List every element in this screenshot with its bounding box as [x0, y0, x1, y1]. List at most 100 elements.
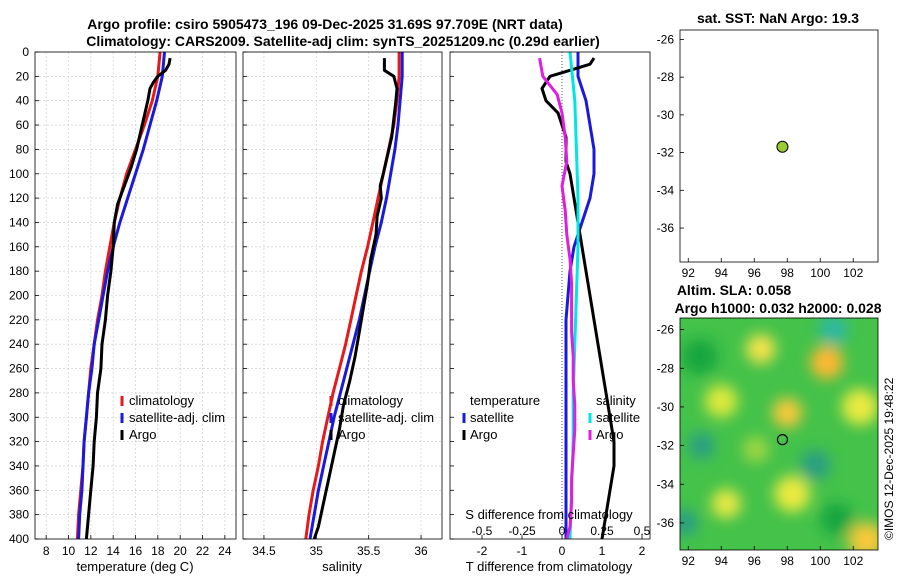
y-tick-label: 320	[9, 435, 29, 449]
map-x-tick-label: 92	[682, 266, 696, 280]
series-line-argo	[312, 58, 399, 539]
y-tick-label: 380	[9, 508, 29, 522]
temperature-legend: climatology satellite-adj. clim Argo	[120, 393, 225, 442]
map-y-tick-label: -34	[657, 183, 675, 197]
sla-feature	[820, 502, 854, 536]
sla-map-points	[776, 434, 789, 446]
salinity-ticks: 34.5 35 35.5 36	[243, 51, 428, 558]
sla-feature	[688, 432, 715, 459]
sla-feature	[704, 384, 738, 418]
difference-legend: temperature satellite Argo salinity sate…	[462, 393, 640, 442]
map-y-tick-label: -34	[657, 477, 675, 491]
sla-feature	[746, 334, 776, 364]
sst-map-points	[776, 140, 789, 153]
y-tick-label: 260	[9, 362, 29, 376]
x-tick-label: 34.5	[252, 544, 276, 558]
temperature-panel: 8 10 12 14 16 18 20 22 2402040608010012014016018…	[9, 45, 237, 574]
s-tick-label: 0	[559, 524, 566, 538]
map-y-tick-label: -28	[657, 361, 675, 375]
difference-top-xlabel: S difference from climatology	[465, 507, 633, 522]
x-tick-label: 1	[599, 544, 606, 558]
y-tick-label: 400	[9, 532, 29, 546]
map-x-tick-label: 102	[843, 554, 863, 568]
s-tick-label: 0.5	[634, 524, 651, 538]
sla-feature	[841, 388, 878, 426]
sla-map-panel: Altim. SLA: 0.058 Argo h1000: 0.032 h200…	[657, 282, 882, 568]
map-y-tick-label: -26	[657, 323, 675, 337]
map-x-tick-label: 100	[810, 266, 830, 280]
x-tick-label: 35.5	[357, 544, 381, 558]
figure-title-line2: Climatology: CARS2009. Satellite-adj cli…	[86, 33, 600, 49]
legend-label-temp-satellite: satellite	[470, 410, 514, 425]
x-tick-label: 36	[414, 544, 428, 558]
x-tick-label: -1	[517, 544, 528, 558]
x-tick-label: 22	[196, 544, 210, 558]
sla-heatmap-features	[680, 318, 878, 550]
map-y-tick-label: -26	[657, 32, 675, 46]
y-tick-label: 40	[16, 94, 30, 108]
salinity-xlabel: salinity	[322, 559, 362, 574]
y-tick-label: 180	[9, 264, 29, 278]
x-tick-label: 35	[310, 544, 324, 558]
sla-feature	[680, 509, 699, 537]
x-tick-label: 2	[639, 544, 646, 558]
legend-label-satellite: satellite-adj. clim	[338, 410, 434, 425]
map-x-tick-label: 102	[843, 266, 863, 280]
s-tick-label: -0.25	[508, 524, 536, 538]
map-y-tick-label: -32	[657, 146, 675, 160]
difference-ticks: -2 -1 0 1 2 -0.5 -0.25 0 0.25 0.5	[450, 51, 651, 558]
map-x-tick-label: 94	[715, 554, 729, 568]
map-y-tick-label: -36	[657, 516, 675, 530]
y-tick-label: 240	[9, 337, 29, 351]
sst-map-title: sat. SST: NaN Argo: 19.3	[697, 10, 859, 26]
y-tick-label: 20	[16, 69, 30, 83]
difference-series	[538, 52, 616, 539]
y-tick-label: 160	[9, 240, 29, 254]
series-line-temperature-argo	[540, 57, 616, 539]
y-tick-label: 0	[22, 45, 29, 59]
x-tick-label: 10	[62, 544, 76, 558]
sla-feature	[742, 436, 770, 463]
salinity-grid	[243, 51, 442, 540]
sst-map-panel: sat. SST: NaN Argo: 19.3 92 94 96 98 100 102 -…	[657, 10, 879, 280]
map-y-tick-label: -30	[657, 400, 675, 414]
argo-location-marker	[776, 140, 789, 153]
legend-label-temp-argo: Argo	[470, 427, 497, 442]
map-x-tick-label: 94	[715, 266, 729, 280]
salinity-legend: climatology satellite-adj. clim Argo	[329, 393, 434, 442]
legend-label-argo: Argo	[129, 427, 156, 442]
sla-map-title-line1: Altim. SLA: 0.058	[677, 282, 792, 298]
sst-map-ticks: 92 94 96 98 100 102 -26 -28 -30 -32 -34 -36	[657, 32, 864, 280]
sla-feature	[711, 488, 742, 519]
y-tick-label: 140	[9, 215, 29, 229]
map-x-tick-label: 96	[748, 266, 762, 280]
map-x-tick-label: 100	[810, 554, 830, 568]
legend-label-sal-satellite: satellite	[596, 410, 640, 425]
credit-text: ©IMOS 12-Dec-2025 19:48:22	[882, 377, 896, 540]
salinity-panel: 34.5 35 35.5 36 salinity climatology satell…	[242, 51, 443, 574]
legend-title-temperature: temperature	[470, 393, 540, 408]
map-y-tick-label: -32	[657, 439, 675, 453]
argo-location-marker	[776, 434, 789, 446]
y-tick-label: 360	[9, 483, 29, 497]
y-tick-label: 220	[9, 313, 29, 327]
legend-label-climatology: climatology	[129, 393, 195, 408]
sla-feature	[810, 345, 844, 379]
sla-map-ticks: 92 94 96 98 100 102 -26 -28 -30 -32 -34 -36	[657, 323, 864, 568]
legend-label-sal-argo: Argo	[596, 427, 623, 442]
y-tick-label: 280	[9, 386, 29, 400]
legend-label-satellite: satellite-adj. clim	[129, 410, 225, 425]
temperature-series	[75, 52, 172, 539]
x-tick-label: 8	[43, 544, 50, 558]
sla-feature	[818, 318, 849, 345]
map-y-tick-label: -36	[657, 221, 675, 235]
y-tick-label: 120	[9, 191, 29, 205]
map-x-tick-label: 98	[781, 554, 795, 568]
x-tick-label: 12	[84, 544, 98, 558]
y-tick-label: 100	[9, 167, 29, 181]
s-tick-label: 0.25	[590, 524, 614, 538]
temperature-ticks: 8 10 12 14 16 18 20 22 2402040608010012014016018…	[9, 45, 232, 558]
sla-feature	[772, 397, 803, 428]
legend-title-salinity: salinity	[596, 393, 636, 408]
